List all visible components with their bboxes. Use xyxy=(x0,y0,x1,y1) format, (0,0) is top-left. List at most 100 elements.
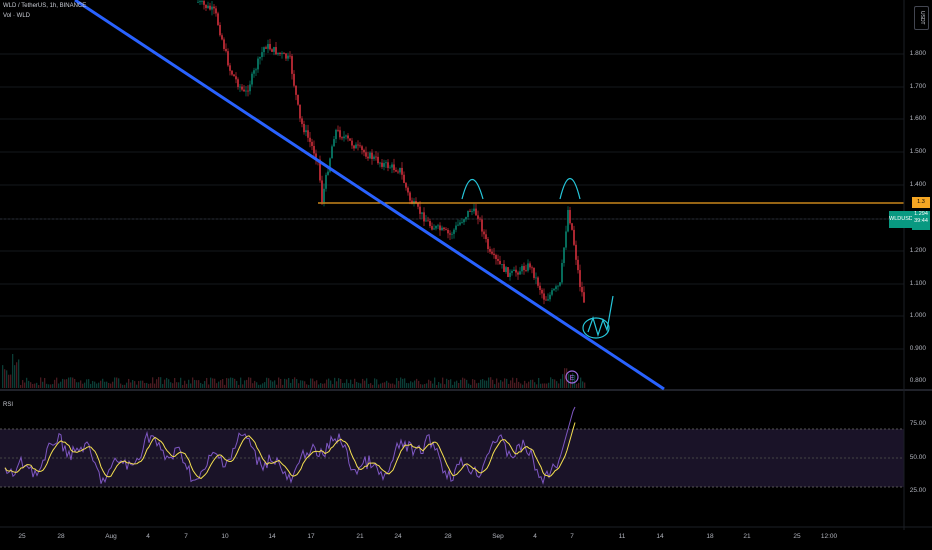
candle-body xyxy=(253,70,255,74)
time-label: 11 xyxy=(618,533,626,540)
volume-bar xyxy=(444,384,446,388)
candle-body xyxy=(469,210,471,212)
volume-bar xyxy=(170,382,172,388)
volume-bar xyxy=(354,378,356,388)
volume-bar xyxy=(326,379,328,388)
volume-bar xyxy=(274,380,276,388)
volume-bar xyxy=(98,382,100,388)
volume-bar xyxy=(218,381,220,388)
rsi-ma-line xyxy=(4,422,576,480)
volume-bar xyxy=(2,365,4,388)
volume-bar xyxy=(66,379,68,388)
volume-bar xyxy=(284,378,286,388)
volume-bar xyxy=(286,379,288,388)
volume-bar xyxy=(522,384,524,388)
volume-bar xyxy=(8,374,10,388)
time-label: 14 xyxy=(656,533,664,540)
volume-bar xyxy=(374,378,376,388)
volume-bar xyxy=(418,380,420,388)
candle-body xyxy=(353,145,355,149)
annotation-drawings[interactable] xyxy=(461,177,614,339)
volume-bar xyxy=(118,378,120,388)
last-price-value: 1.294 xyxy=(914,211,928,217)
volume-bar xyxy=(306,384,308,388)
volume-bar xyxy=(62,378,64,388)
volume-bar xyxy=(584,382,586,388)
candle-body xyxy=(477,215,479,219)
candle-body xyxy=(565,231,567,248)
volume-bar xyxy=(12,353,14,388)
volume-bar xyxy=(14,365,16,388)
candle-body xyxy=(539,285,541,290)
candle-body xyxy=(293,73,295,86)
candle-body xyxy=(275,47,277,55)
candle-body xyxy=(267,44,269,49)
candle-body xyxy=(371,152,373,159)
volume-bar xyxy=(368,383,370,388)
volume-bar xyxy=(378,384,380,388)
event-marker-label: E xyxy=(570,375,575,382)
volume-bar xyxy=(280,378,282,388)
volume-bar xyxy=(126,382,128,388)
candle-body xyxy=(377,156,379,164)
rsi-legend[interactable]: RSI xyxy=(3,402,14,408)
volume-bar xyxy=(382,382,384,388)
volume-bar xyxy=(544,383,546,388)
volume-bar xyxy=(140,380,142,388)
candle-body xyxy=(367,156,369,159)
candle-body xyxy=(281,53,283,54)
volume-bar xyxy=(20,384,22,388)
time-label: 4 xyxy=(533,533,537,540)
candle-body xyxy=(279,52,281,54)
volume-bar xyxy=(88,379,90,388)
candle-body xyxy=(261,52,263,58)
candle-body xyxy=(365,152,367,157)
candle-body xyxy=(209,5,211,10)
candle-body xyxy=(537,277,539,286)
volume-bar xyxy=(136,384,138,388)
candle-body xyxy=(443,227,445,230)
currency-button[interactable]: USDT xyxy=(914,6,929,30)
candle-body xyxy=(433,228,435,230)
price-label: 0.800 xyxy=(909,377,926,384)
bar-countdown: 39:44 xyxy=(914,217,928,224)
candle-body xyxy=(483,231,485,235)
rsi-axis-label: 50.00 xyxy=(909,454,926,461)
volume-bar xyxy=(252,383,254,388)
volume-bar xyxy=(390,383,392,388)
volume-bar xyxy=(292,379,294,388)
trendline[interactable] xyxy=(74,0,665,391)
candle-body xyxy=(583,292,585,303)
volume-bar xyxy=(512,377,514,388)
candle-body xyxy=(197,1,199,3)
price-label: 1.100 xyxy=(909,280,926,287)
volume-bar xyxy=(324,383,326,388)
volume-bar xyxy=(50,384,52,388)
alert-price-pill[interactable]: 1.3 xyxy=(912,197,930,208)
volume-bar xyxy=(290,382,292,388)
candle-body xyxy=(227,51,229,66)
volume-bar xyxy=(518,381,520,388)
volume-bar xyxy=(476,383,478,388)
volume-bar xyxy=(416,378,418,388)
volume-bar xyxy=(520,383,522,388)
symbol-legend[interactable]: WLD / TetherUS, 1h, BINANCE xyxy=(3,3,87,9)
volume-bar xyxy=(360,383,362,388)
volume-bar xyxy=(352,384,354,388)
volume-bar xyxy=(330,380,332,388)
candle-body xyxy=(349,138,351,141)
volume-bar xyxy=(24,382,26,388)
candle-body xyxy=(459,222,461,225)
volume-bar xyxy=(204,381,206,388)
volume-bar xyxy=(380,383,382,388)
volume-bar xyxy=(176,382,178,388)
candle-body xyxy=(243,89,245,92)
event-marker[interactable] xyxy=(565,370,579,384)
volume-bar xyxy=(120,383,122,388)
volume-bar xyxy=(454,381,456,388)
candle-body xyxy=(579,270,581,288)
candle-body xyxy=(295,85,297,95)
volume-bar xyxy=(162,384,164,388)
volume-legend[interactable]: Vol · WLD xyxy=(3,13,31,19)
